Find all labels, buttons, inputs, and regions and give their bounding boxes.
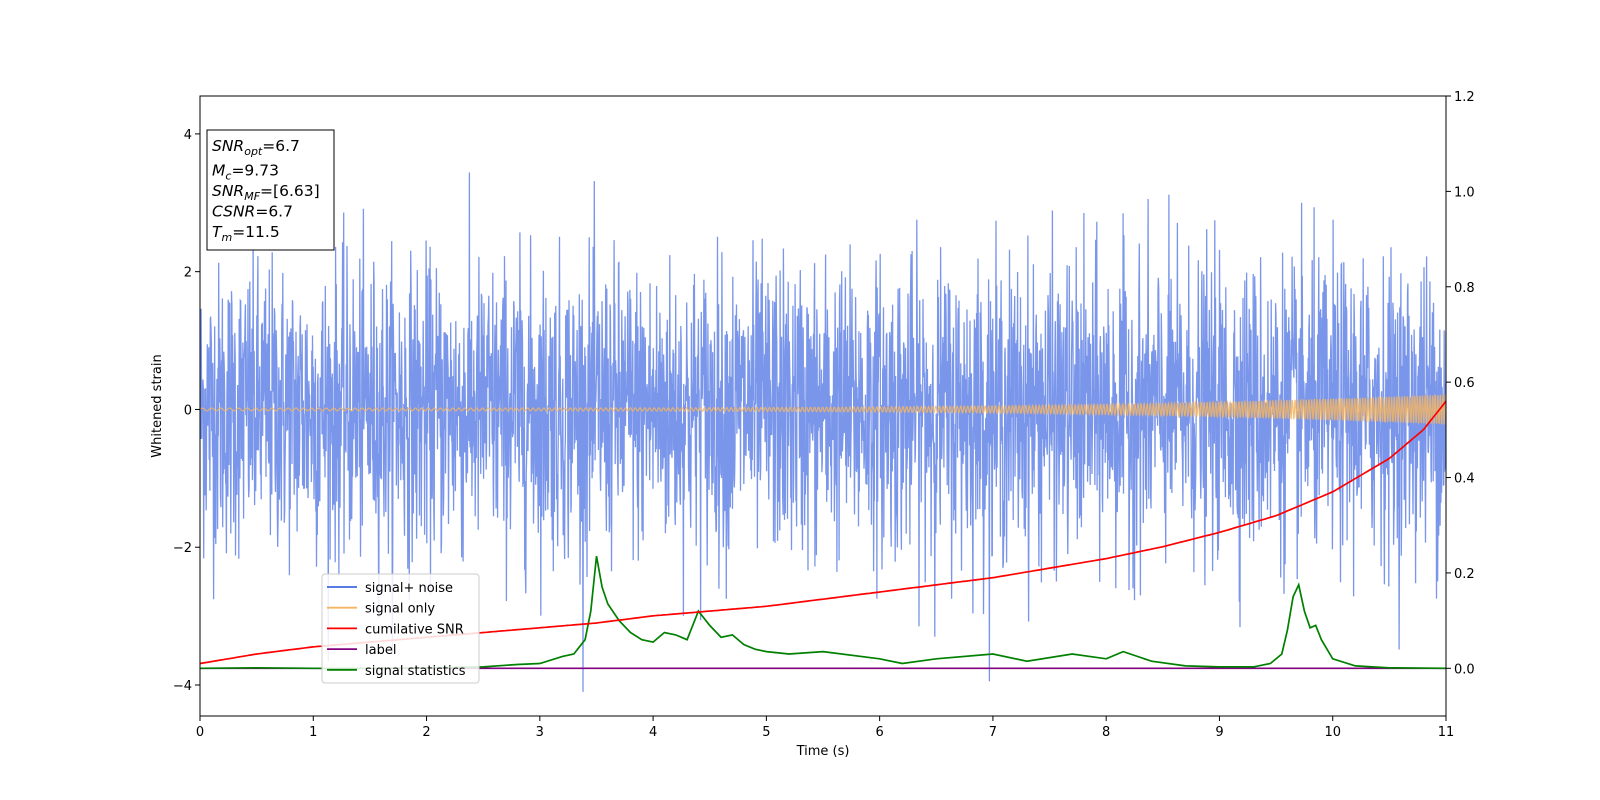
x-axis-label: Time (s) [796, 744, 850, 759]
y-right-tick-label: 0.0 [1454, 662, 1475, 677]
plot-frame [199, 95, 1447, 717]
y-axis-right: 1.2 1.0 0.8 0.6 0.4 0.2 0.0 [1446, 90, 1475, 677]
legend-label: label [365, 643, 396, 658]
stat-line: SNRMF=[6.63] [212, 182, 320, 203]
y-right-tick-label: 1.2 [1454, 90, 1475, 105]
x-tick-label: 6 [875, 725, 883, 740]
x-tick-label: 11 [1438, 725, 1455, 740]
y-axis-label: Whitened strain [150, 354, 165, 457]
x-tick-label: 10 [1324, 725, 1341, 740]
y-right-tick-label: 0.2 [1454, 567, 1475, 582]
x-tick-label: 8 [1102, 725, 1110, 740]
y-right-tick-label: 0.8 [1454, 281, 1475, 296]
y-left-tick-label: 2 [184, 266, 192, 281]
y-left-tick-label: 4 [184, 128, 192, 143]
x-axis: 0 1 2 3 4 5 6 7 8 9 10 11 [196, 716, 1454, 740]
y-right-tick-label: 0.4 [1454, 472, 1475, 487]
y-right-tick-label: 1.0 [1454, 185, 1475, 200]
x-tick-label: 1 [309, 725, 317, 740]
series-line-signal-statistics [200, 556, 1446, 670]
x-tick-label: 4 [649, 725, 657, 740]
y-left-tick-label: 0 [184, 403, 192, 418]
stat-line: Mc=9.73 [212, 162, 279, 183]
legend: signal+ noise signal only cumilative SNR la… [321, 573, 480, 684]
y-left-tick-label: −2 [173, 541, 192, 556]
x-tick-label: 2 [422, 725, 430, 740]
y-axis-left: 4 2 0 −2 −4 [173, 128, 200, 694]
x-tick-label: 5 [762, 725, 770, 740]
legend-label: cumilative SNR [365, 622, 464, 637]
series-line-signal-only [200, 393, 1446, 425]
stat-line: CSNR=6.7 [212, 203, 293, 221]
stat-line: Tm=11.5 [212, 223, 280, 244]
legend-label: signal+ noise [365, 581, 453, 596]
legend-label: signal only [365, 602, 435, 617]
stat-line: SNRopt=6.7 [212, 137, 300, 158]
legend-label: signal statistics [365, 664, 466, 679]
x-tick-label: 7 [989, 725, 997, 740]
y-left-tick-label: −4 [173, 679, 192, 694]
x-tick-label: 3 [536, 725, 544, 740]
x-tick-label: 0 [196, 725, 204, 740]
x-tick-label: 9 [1215, 725, 1223, 740]
series-line-signal-noise [200, 172, 1446, 692]
y-right-tick-label: 0.6 [1454, 376, 1475, 391]
